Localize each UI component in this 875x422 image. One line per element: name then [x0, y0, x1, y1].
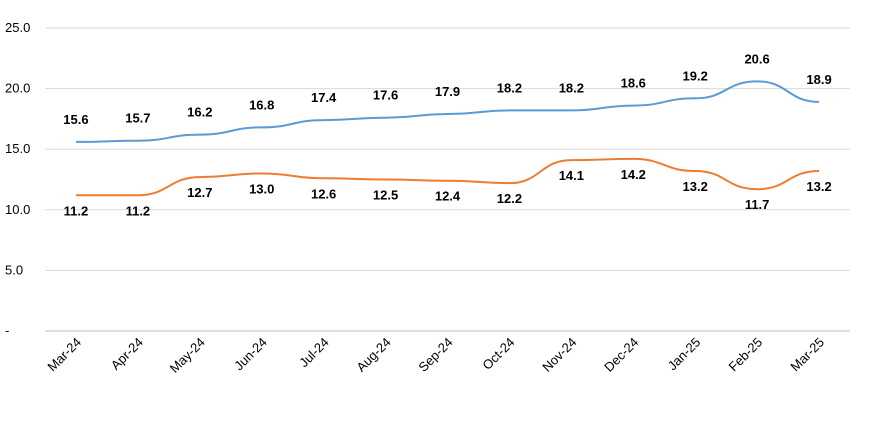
- x-tick-label: Nov-24: [539, 335, 579, 375]
- data-label: 20.6: [744, 51, 769, 66]
- x-tick-label: Jul-24: [296, 335, 332, 371]
- data-label: 18.6: [621, 76, 646, 91]
- y-tick-label: 25.0: [5, 20, 30, 35]
- data-label: 13.2: [806, 179, 831, 194]
- data-label: 12.2: [497, 191, 522, 206]
- data-label: 16.8: [249, 97, 274, 112]
- x-tick-label: Mar-25: [787, 335, 827, 375]
- series-lines: [75, 80, 820, 197]
- y-tick-label: 10.0: [5, 202, 30, 217]
- data-label: 17.6: [373, 88, 398, 103]
- x-tick-label: Apr-24: [108, 335, 146, 373]
- x-tick-label: Sep-24: [415, 335, 455, 375]
- data-label: 14.1: [559, 168, 584, 183]
- data-label: 18.2: [559, 80, 584, 95]
- y-tick-label: -: [5, 323, 9, 338]
- gridlines: [45, 27, 850, 332]
- x-axis-ticks: Mar-24 Apr-24 May-24 Jun-24 Jul-24 Aug-24 Sep-…: [44, 335, 827, 376]
- series-line-2: [75, 157, 820, 197]
- x-tick-label: Aug-24: [353, 335, 393, 375]
- data-label: 17.4: [311, 90, 337, 105]
- series-line-1: [75, 80, 820, 143]
- data-label: 13.2: [683, 179, 708, 194]
- x-tick-label: Oct-24: [479, 335, 517, 373]
- data-label: 14.2: [621, 167, 646, 182]
- x-tick-label: Mar-24: [44, 335, 84, 375]
- data-label: 15.6: [63, 112, 88, 127]
- y-tick-label: 20.0: [5, 81, 30, 96]
- data-label: 18.2: [497, 80, 522, 95]
- x-tick-label: Jan-25: [665, 335, 704, 374]
- data-labels: 15.6 15.7 16.2 16.8 17.4 17.6 17.9 18.2 18.2 18.6…: [63, 51, 831, 218]
- y-tick-label: 15.0: [5, 141, 30, 156]
- data-label: 11.2: [64, 203, 89, 218]
- data-label: 19.2: [683, 68, 708, 83]
- data-label: 11.7: [745, 197, 770, 212]
- data-label: 12.4: [435, 189, 461, 204]
- x-tick-label: Dec-24: [601, 335, 641, 375]
- data-label: 12.7: [187, 185, 212, 200]
- data-label: 12.6: [311, 186, 336, 201]
- x-tick-label: Jun-24: [231, 335, 270, 374]
- data-label: 17.9: [435, 84, 460, 99]
- x-tick-label: May-24: [167, 335, 208, 376]
- data-label: 13.0: [249, 181, 274, 196]
- x-tick-label: Feb-25: [725, 335, 765, 375]
- y-tick-label: 5.0: [5, 262, 23, 277]
- y-axis-ticks: - 5.0 10.0 15.0 20.0 25.0: [5, 20, 30, 338]
- data-label: 16.2: [187, 105, 212, 120]
- data-label: 15.7: [125, 111, 150, 126]
- data-label: 18.9: [806, 72, 831, 87]
- data-label: 11.2: [126, 203, 151, 218]
- data-label: 12.5: [373, 188, 398, 203]
